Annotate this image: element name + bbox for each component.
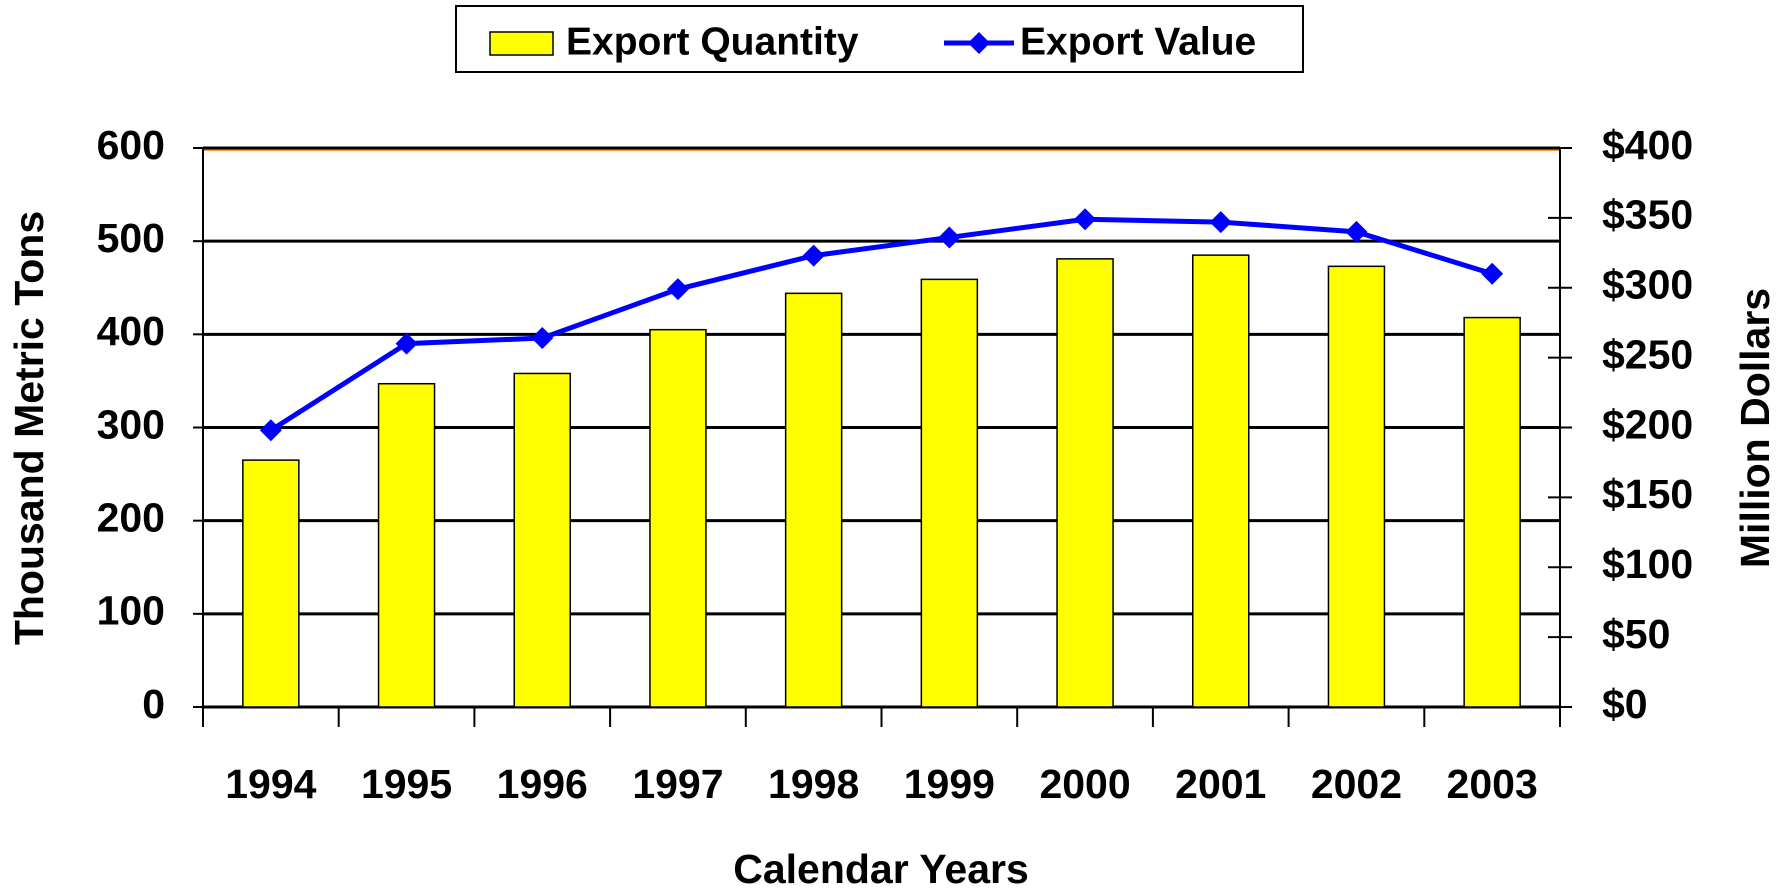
marker <box>1481 262 1504 285</box>
marker <box>395 332 418 355</box>
bar <box>1463 316 1521 708</box>
x-tick-label: 2001 <box>1175 761 1266 807</box>
marker <box>666 278 689 301</box>
x-tick-label: 2002 <box>1311 761 1402 807</box>
bar <box>242 459 300 708</box>
line <box>269 216 1493 433</box>
y2-tick-label: $100 <box>1602 541 1693 587</box>
y-tick-label: 0 <box>142 681 165 727</box>
legend-label: Export Quantity <box>566 20 859 63</box>
y-tick-label: 600 <box>97 122 165 168</box>
marker <box>259 419 282 442</box>
legend-label: Export Value <box>1020 20 1256 63</box>
marker <box>802 244 825 267</box>
y2-tick-label: $300 <box>1602 262 1693 308</box>
bar <box>649 328 707 708</box>
y-tick-label: 100 <box>97 588 165 634</box>
marker <box>1209 211 1232 234</box>
x-tick-label: 1996 <box>497 761 588 807</box>
marker <box>938 226 961 249</box>
bar <box>513 372 571 708</box>
marker <box>1345 220 1368 243</box>
bar <box>784 292 843 708</box>
x-tick-label: 1999 <box>904 761 995 807</box>
bar <box>1327 265 1386 708</box>
bar <box>920 278 979 708</box>
bar <box>1056 258 1114 708</box>
x-tick-label: 1995 <box>361 761 452 807</box>
x-tick-label: 1998 <box>768 761 859 807</box>
y2-tick-label: $250 <box>1602 331 1693 377</box>
y2-tick-label: $400 <box>1602 122 1693 168</box>
y-tick-label: 300 <box>97 401 165 447</box>
y-axis-title: Thousand Metric Tons <box>6 211 52 645</box>
bar <box>1192 254 1250 708</box>
marker <box>1074 208 1097 231</box>
x-tick-label: 1997 <box>632 761 723 807</box>
y2-tick-label: $150 <box>1602 471 1693 517</box>
y-tick-label: 200 <box>97 494 165 540</box>
y-tick-label: 500 <box>97 215 165 261</box>
y2-tick-label: $200 <box>1602 401 1693 447</box>
x-axis-title: Calendar Years <box>733 846 1029 892</box>
legend-swatch <box>489 31 554 56</box>
legend-box <box>455 5 1304 73</box>
x-tick-label: 2000 <box>1039 761 1130 807</box>
y2-tick-label: $0 <box>1602 681 1648 727</box>
marker <box>531 327 554 350</box>
y2-tick-label: $350 <box>1602 192 1693 238</box>
legend-marker <box>968 32 990 54</box>
bar <box>377 382 436 708</box>
y-tick-label: 400 <box>97 308 165 354</box>
x-tick-label: 2003 <box>1447 761 1538 807</box>
y2-axis-title: Million Dollars <box>1732 288 1778 568</box>
y2-tick-label: $50 <box>1602 611 1670 657</box>
x-tick-label: 1994 <box>225 761 316 807</box>
